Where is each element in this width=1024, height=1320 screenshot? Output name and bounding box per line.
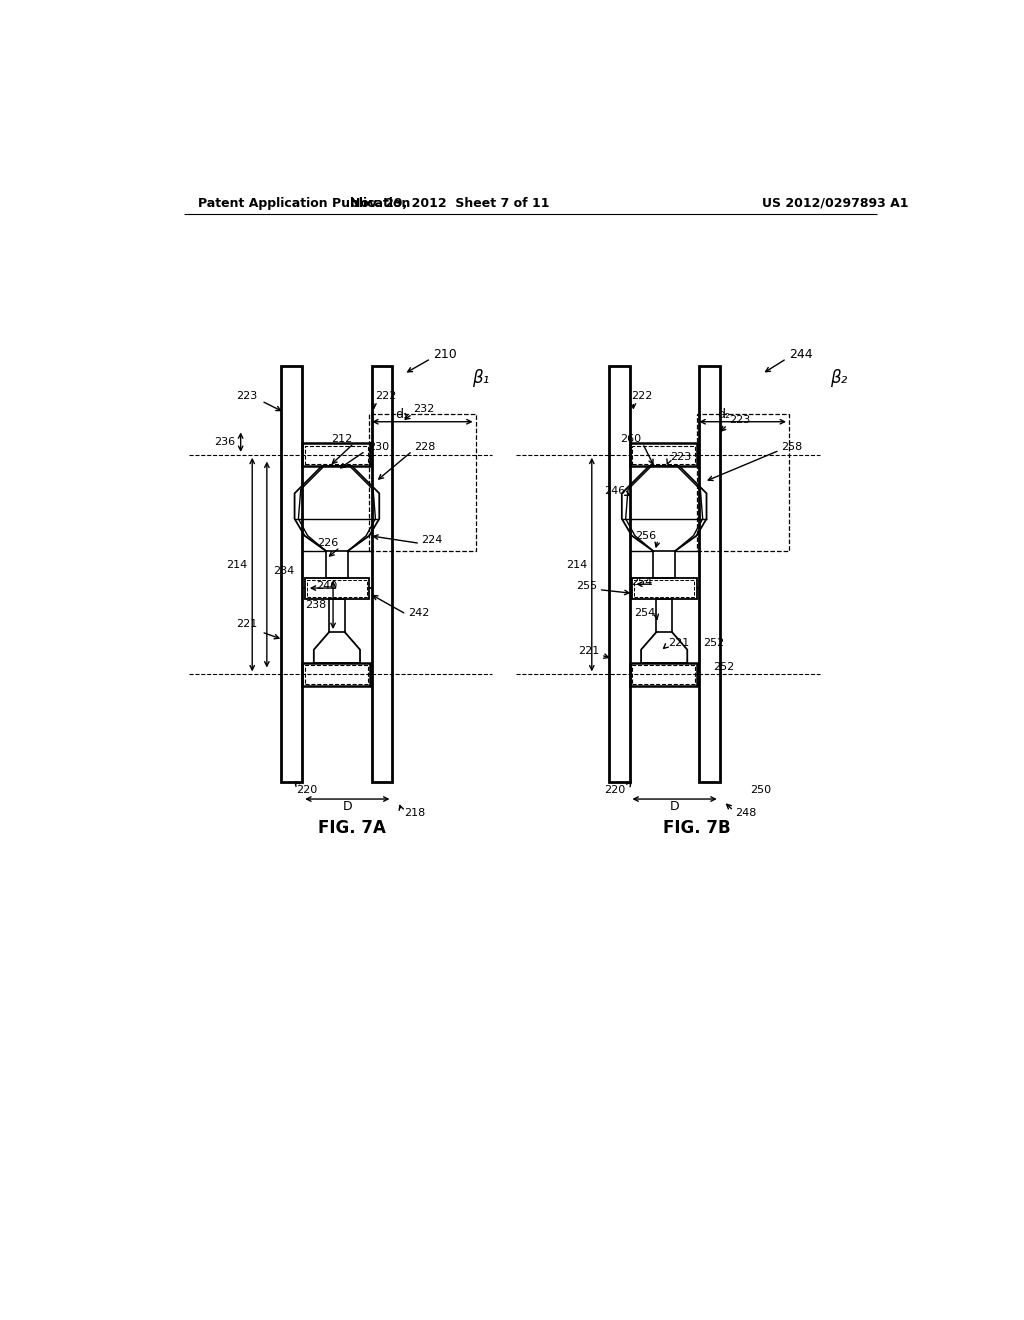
Bar [304,578,370,599]
Text: 232: 232 [413,404,434,413]
Text: 224: 224 [422,535,443,545]
Bar [630,444,697,466]
Text: 220: 220 [604,785,626,795]
Bar [696,414,788,552]
Text: 221: 221 [668,639,689,648]
Text: 244: 244 [788,348,812,362]
Text: 222: 222 [631,391,652,400]
Text: Nov. 29, 2012  Sheet 7 of 11: Nov. 29, 2012 Sheet 7 of 11 [350,197,550,210]
Text: 221: 221 [237,619,258,630]
Text: FIG. 7A: FIG. 7A [318,820,386,837]
Text: 223: 223 [671,453,691,462]
Bar [634,581,694,597]
Bar [326,552,348,578]
Text: 246: 246 [604,486,626,496]
Text: β₁: β₁ [472,368,489,387]
Bar [307,581,367,597]
Bar [632,665,695,684]
Text: 252: 252 [713,661,734,672]
Text: 228: 228 [414,442,435,453]
Text: US 2012/0297893 A1: US 2012/0297893 A1 [762,197,908,210]
Bar [630,663,697,686]
Text: 212: 212 [331,434,352,445]
Text: 240: 240 [315,581,337,591]
Text: 248: 248 [735,808,757,818]
Text: 234: 234 [273,566,294,576]
Bar [304,446,368,465]
Text: 214: 214 [226,560,248,569]
Text: FIG. 7B: FIG. 7B [664,820,731,837]
Text: 230: 230 [368,442,389,453]
Text: 252: 252 [702,639,724,648]
Text: 214: 214 [566,560,587,569]
Text: d₁: d₁ [395,408,409,421]
Text: 223: 223 [729,416,751,425]
Text: β₂: β₂ [830,368,848,387]
Text: 250: 250 [751,785,771,795]
Text: Patent Application Publication: Patent Application Publication [199,197,411,210]
Bar [698,367,720,781]
Text: D: D [670,800,679,813]
Text: 255: 255 [577,581,597,591]
Text: 221: 221 [579,647,599,656]
Text: 260: 260 [620,434,641,445]
Text: 220: 220 [296,785,317,795]
Text: 256: 256 [635,531,656,541]
Text: 236: 236 [214,437,236,446]
Text: d₂: d₂ [717,408,730,421]
Bar [370,414,475,552]
Text: 258: 258 [781,442,803,453]
Text: 254: 254 [634,607,655,618]
Bar [632,446,695,465]
Text: 222: 222 [376,391,396,400]
Text: 210: 210 [433,348,457,362]
Text: 226: 226 [317,539,339,548]
Text: 218: 218 [403,808,425,818]
Text: 242: 242 [408,607,429,618]
Text: 238: 238 [305,601,326,610]
Text: 223: 223 [237,391,258,400]
Bar [372,367,392,781]
Text: 254: 254 [632,577,652,587]
Text: D: D [342,800,352,813]
Bar [330,599,345,632]
Bar [302,444,370,466]
Bar [656,599,672,632]
Bar [302,663,370,686]
Bar [282,367,302,781]
Bar [608,367,630,781]
Bar [653,552,675,578]
Bar [632,578,696,599]
Bar [304,665,368,684]
